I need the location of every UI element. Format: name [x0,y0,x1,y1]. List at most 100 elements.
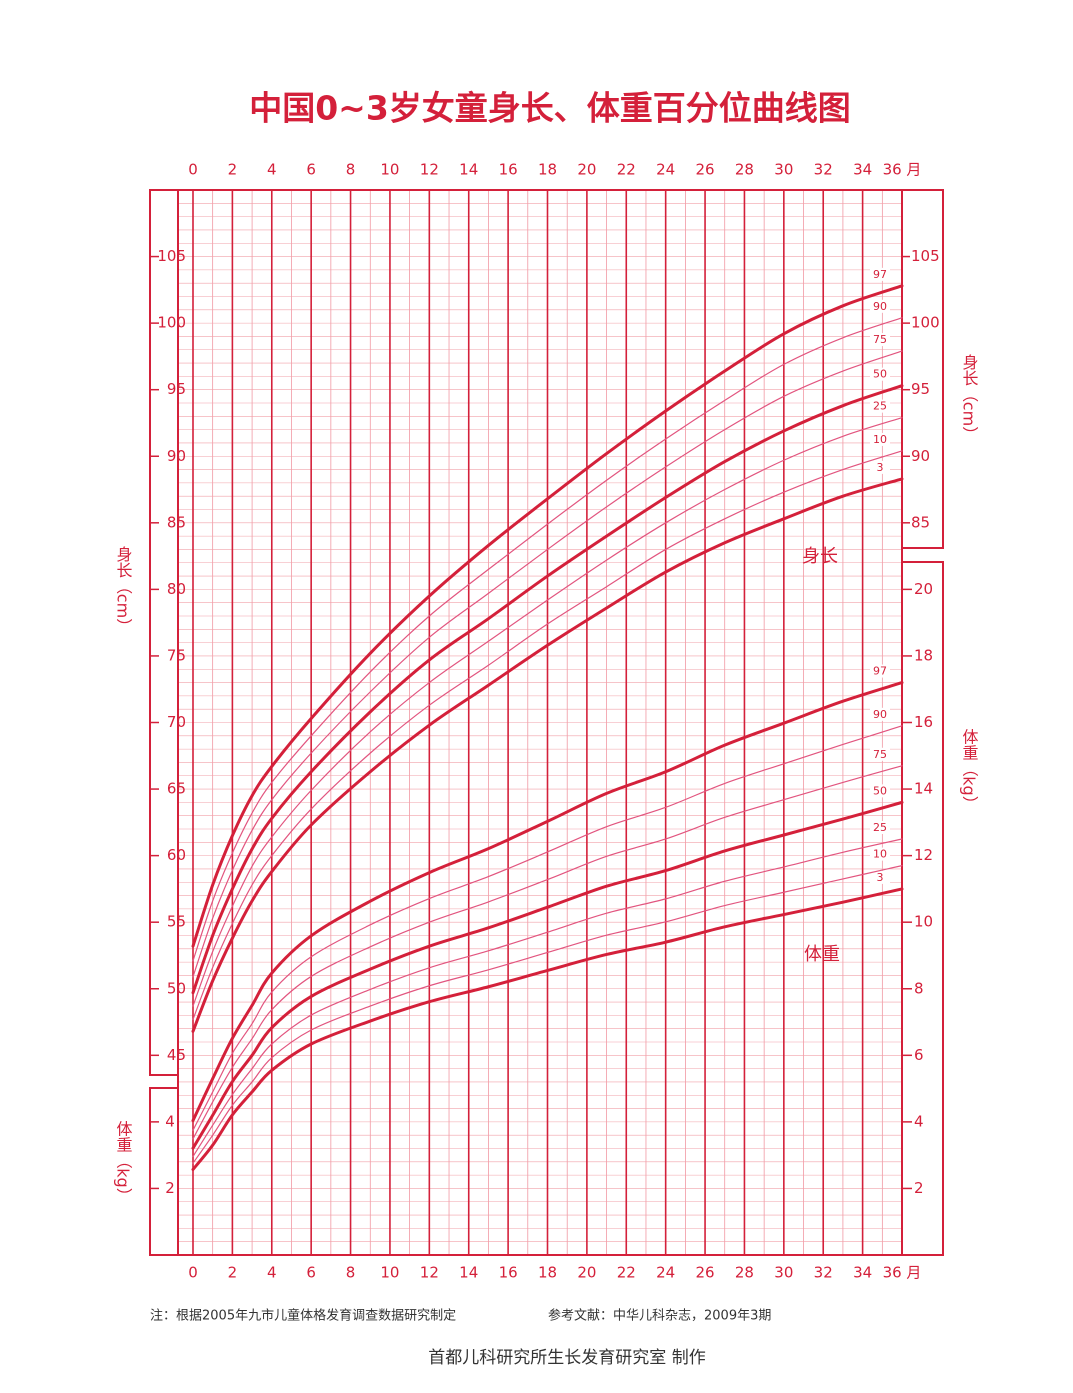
curve-label-bg [870,870,890,884]
y-tick-label-right: 95 [911,380,930,398]
grid [178,189,903,1256]
curve-label-bg [870,664,890,678]
right-length-box [901,189,944,549]
curve-label-bg [870,299,890,313]
percentile-curve [191,477,904,1033]
right-weight-box [901,561,944,1256]
x-tick-label-bottom: 34 [853,1264,872,1282]
x-tick-label-top: 12 [420,161,439,179]
percentile-curve [191,681,904,1123]
x-tick-label-bottom: 2 [228,1264,238,1282]
y-tick-label-right: 85 [911,513,930,531]
x-tick-label-top: 4 [267,161,277,179]
y-tick-label: 90 [167,447,186,465]
y2-tick-label-left: 4 [165,1112,175,1130]
curve-label-bg [870,367,890,381]
curve-label-bg [870,747,890,761]
curve-label-bg [870,267,890,281]
y2-tick-label: 8 [914,979,924,997]
y-tick-label: 65 [167,780,186,798]
y-tick-label: 100 [157,314,186,332]
y-tick-label-right: 105 [911,247,940,265]
y2-tick-label-left: 2 [165,1179,175,1197]
curve-label: 50 [873,368,887,381]
curve-label-bg [870,399,890,413]
percentile-curve [191,800,904,1150]
y-tick-label: 55 [167,913,186,931]
y2-tick-label: 20 [914,580,933,598]
y-tick-label: 105 [157,247,186,265]
curve-label: 10 [873,433,887,446]
footnote: 注：根据2005年九市儿童体格发育调查数据研究制定 [150,1308,456,1324]
curve-label-bg [870,707,890,721]
x-tick-label-bottom: 16 [499,1264,518,1282]
curve-label: 10 [873,848,887,861]
x-tick-label-top: 36 月 [883,161,922,179]
curve-label-bg [870,333,890,347]
percentile-curve [192,838,903,1158]
curve-label: 3 [877,871,884,884]
y2-tick-label: 12 [914,846,933,864]
x-tick-label-bottom: 4 [267,1264,277,1282]
x-tick-label-top: 18 [538,161,557,179]
x-tick-label-top: 14 [459,161,478,179]
curve-label: 97 [873,665,887,678]
x-tick-label-bottom: 8 [346,1264,356,1282]
percentile-curve [191,384,904,995]
y-axis-title-right: 身长（cm） [960,354,979,442]
x-tick-label-top: 32 [814,161,833,179]
annotation: 身长 [802,546,838,567]
x-tick-label-bottom: 14 [459,1264,478,1282]
percentile-curve [192,317,903,962]
x-tick-label-bottom: 36 月 [883,1264,922,1282]
x-tick-label-bottom: 30 [774,1264,793,1282]
x-tick-label-bottom: 24 [656,1264,675,1282]
x-tick-label-top: 6 [306,161,316,179]
curve-label: 90 [873,300,887,313]
x-tick-label-bottom: 12 [420,1264,439,1282]
left-weight-box [149,1087,179,1256]
curve-label-bg [870,847,890,861]
y2-axis-title-right: 体重（kg） [960,728,979,811]
y-tick-label: 70 [167,713,186,731]
x-tick-label-top: 2 [228,161,238,179]
y-tick-label: 85 [167,513,186,531]
y-axis-title-left: 身长（cm） [114,546,133,634]
x-tick-label-bottom: 6 [306,1264,316,1282]
x-tick-label-bottom: 26 [696,1264,715,1282]
y2-tick-label: 2 [914,1179,924,1197]
y-tick-label: 45 [167,1046,186,1064]
credit: 首都儿科研究所生长发育研究室 制作 [428,1348,705,1368]
x-tick-label-top: 30 [774,161,793,179]
percentile-curve [191,284,904,948]
y2-axis-title-left: 体重（kg） [114,1120,133,1203]
curve-label: 75 [873,748,887,761]
curve-label: 25 [873,821,887,834]
percentile-curve [192,865,903,1164]
x-tick-label-top: 22 [617,161,636,179]
curve-label: 25 [873,400,887,413]
x-tick-label-top: 16 [499,161,518,179]
x-tick-label-top: 10 [380,161,399,179]
x-tick-label-bottom: 18 [538,1264,557,1282]
curve-label-bg [870,820,890,834]
y2-tick-label: 18 [914,646,933,664]
x-tick-label-top: 34 [853,161,872,179]
curve-label-bg [870,460,890,474]
x-tick-label-top: 26 [696,161,715,179]
left-length-box [149,189,179,1076]
x-tick-label-bottom: 0 [188,1264,198,1282]
x-tick-label-bottom: 22 [617,1264,636,1282]
y-tick-label-right: 90 [911,447,930,465]
x-tick-label-top: 0 [188,161,198,179]
x-tick-label-top: 20 [577,161,596,179]
x-tick-label-bottom: 20 [577,1264,596,1282]
curve-label-bg [870,784,890,798]
curve-label-bg [870,432,890,446]
y-tick-label: 80 [167,580,186,598]
percentile-curve [192,350,903,978]
y2-tick-label: 14 [914,780,933,798]
curve-label: 50 [873,784,887,797]
percentile-curve [192,450,903,1020]
